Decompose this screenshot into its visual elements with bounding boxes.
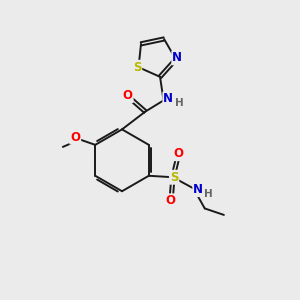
Text: O: O bbox=[174, 147, 184, 160]
Text: H: H bbox=[205, 189, 213, 199]
Text: N: N bbox=[193, 183, 203, 196]
Text: S: S bbox=[170, 171, 178, 184]
Text: O: O bbox=[123, 89, 133, 102]
Text: N: N bbox=[172, 51, 182, 64]
Text: O: O bbox=[165, 194, 175, 207]
Text: O: O bbox=[70, 131, 80, 144]
Text: H: H bbox=[175, 98, 183, 108]
Text: S: S bbox=[133, 61, 141, 74]
Text: N: N bbox=[163, 92, 173, 105]
